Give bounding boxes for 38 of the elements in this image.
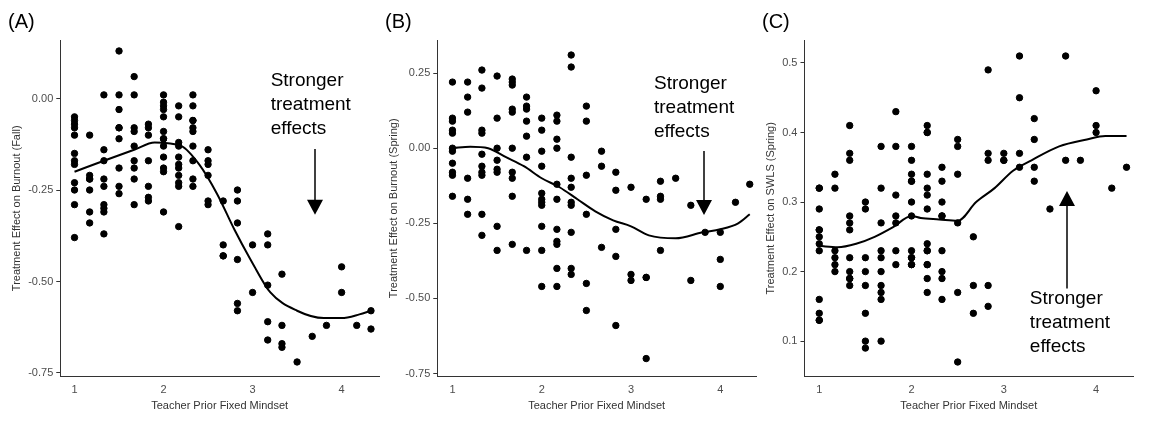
x-tick-label: 4 (1093, 383, 1100, 396)
x-tick-label: 1 (449, 383, 456, 396)
x-tick-label: 2 (908, 383, 915, 396)
x-tick-label: 2 (538, 383, 545, 396)
y-tick-label: 0.4 (782, 125, 798, 138)
x-tick-label: 1 (71, 383, 78, 396)
x-tick-label: 3 (627, 383, 635, 396)
x-tick-label: 2 (160, 383, 167, 396)
annotation: Stronger treatment effects (270, 68, 352, 138)
y-axis-title: Treatment Effect on Burnout (Spring) (386, 118, 399, 299)
y-tick-label: -0.25 (405, 216, 431, 229)
y-tick-label: 0.00 (31, 91, 54, 104)
y-tick-label: 0.25 (408, 66, 431, 79)
annotation: Stronger treatment effects (1029, 287, 1111, 357)
y-tick-label: -0.50 (405, 291, 431, 304)
x-axis-title: Teacher Prior Fixed Mindset (528, 399, 666, 412)
annotation: Stronger treatment effects (654, 71, 735, 141)
x-tick-label: 1 (816, 383, 823, 396)
y-tick-label: -0.50 (28, 274, 54, 287)
y-tick-label: -0.75 (28, 365, 54, 378)
y-axis-title: Treatment Effect on Burnout (Fall) (9, 125, 22, 292)
chart-title: (A) (8, 9, 35, 32)
x-tick-label: 3 (249, 383, 256, 396)
x-tick-label: 4 (717, 383, 724, 396)
y-tick-label: 0.2 (782, 264, 798, 277)
x-tick-label: 3 (1000, 383, 1007, 396)
chart-title: (C) (762, 9, 790, 32)
x-axis-title: Teacher Prior Fixed Mindset (151, 399, 289, 412)
y-tick-label: -0.25 (28, 183, 54, 196)
y-axis-title: Treatment Effect on SWLS (Spring) (763, 122, 776, 295)
x-axis-title: Teacher Prior Fixed Mindset (900, 399, 1038, 412)
y-tick-label: -0.75 (405, 366, 431, 379)
chart-title: (B) (385, 9, 412, 32)
x-tick-label: 4 (338, 383, 345, 396)
y-tick-label: 0.5 (782, 55, 798, 68)
y-tick-label: 0.1 (782, 334, 798, 347)
y-tick-label: 0.00 (408, 141, 431, 154)
y-tick-label: 0.3 (782, 195, 798, 208)
